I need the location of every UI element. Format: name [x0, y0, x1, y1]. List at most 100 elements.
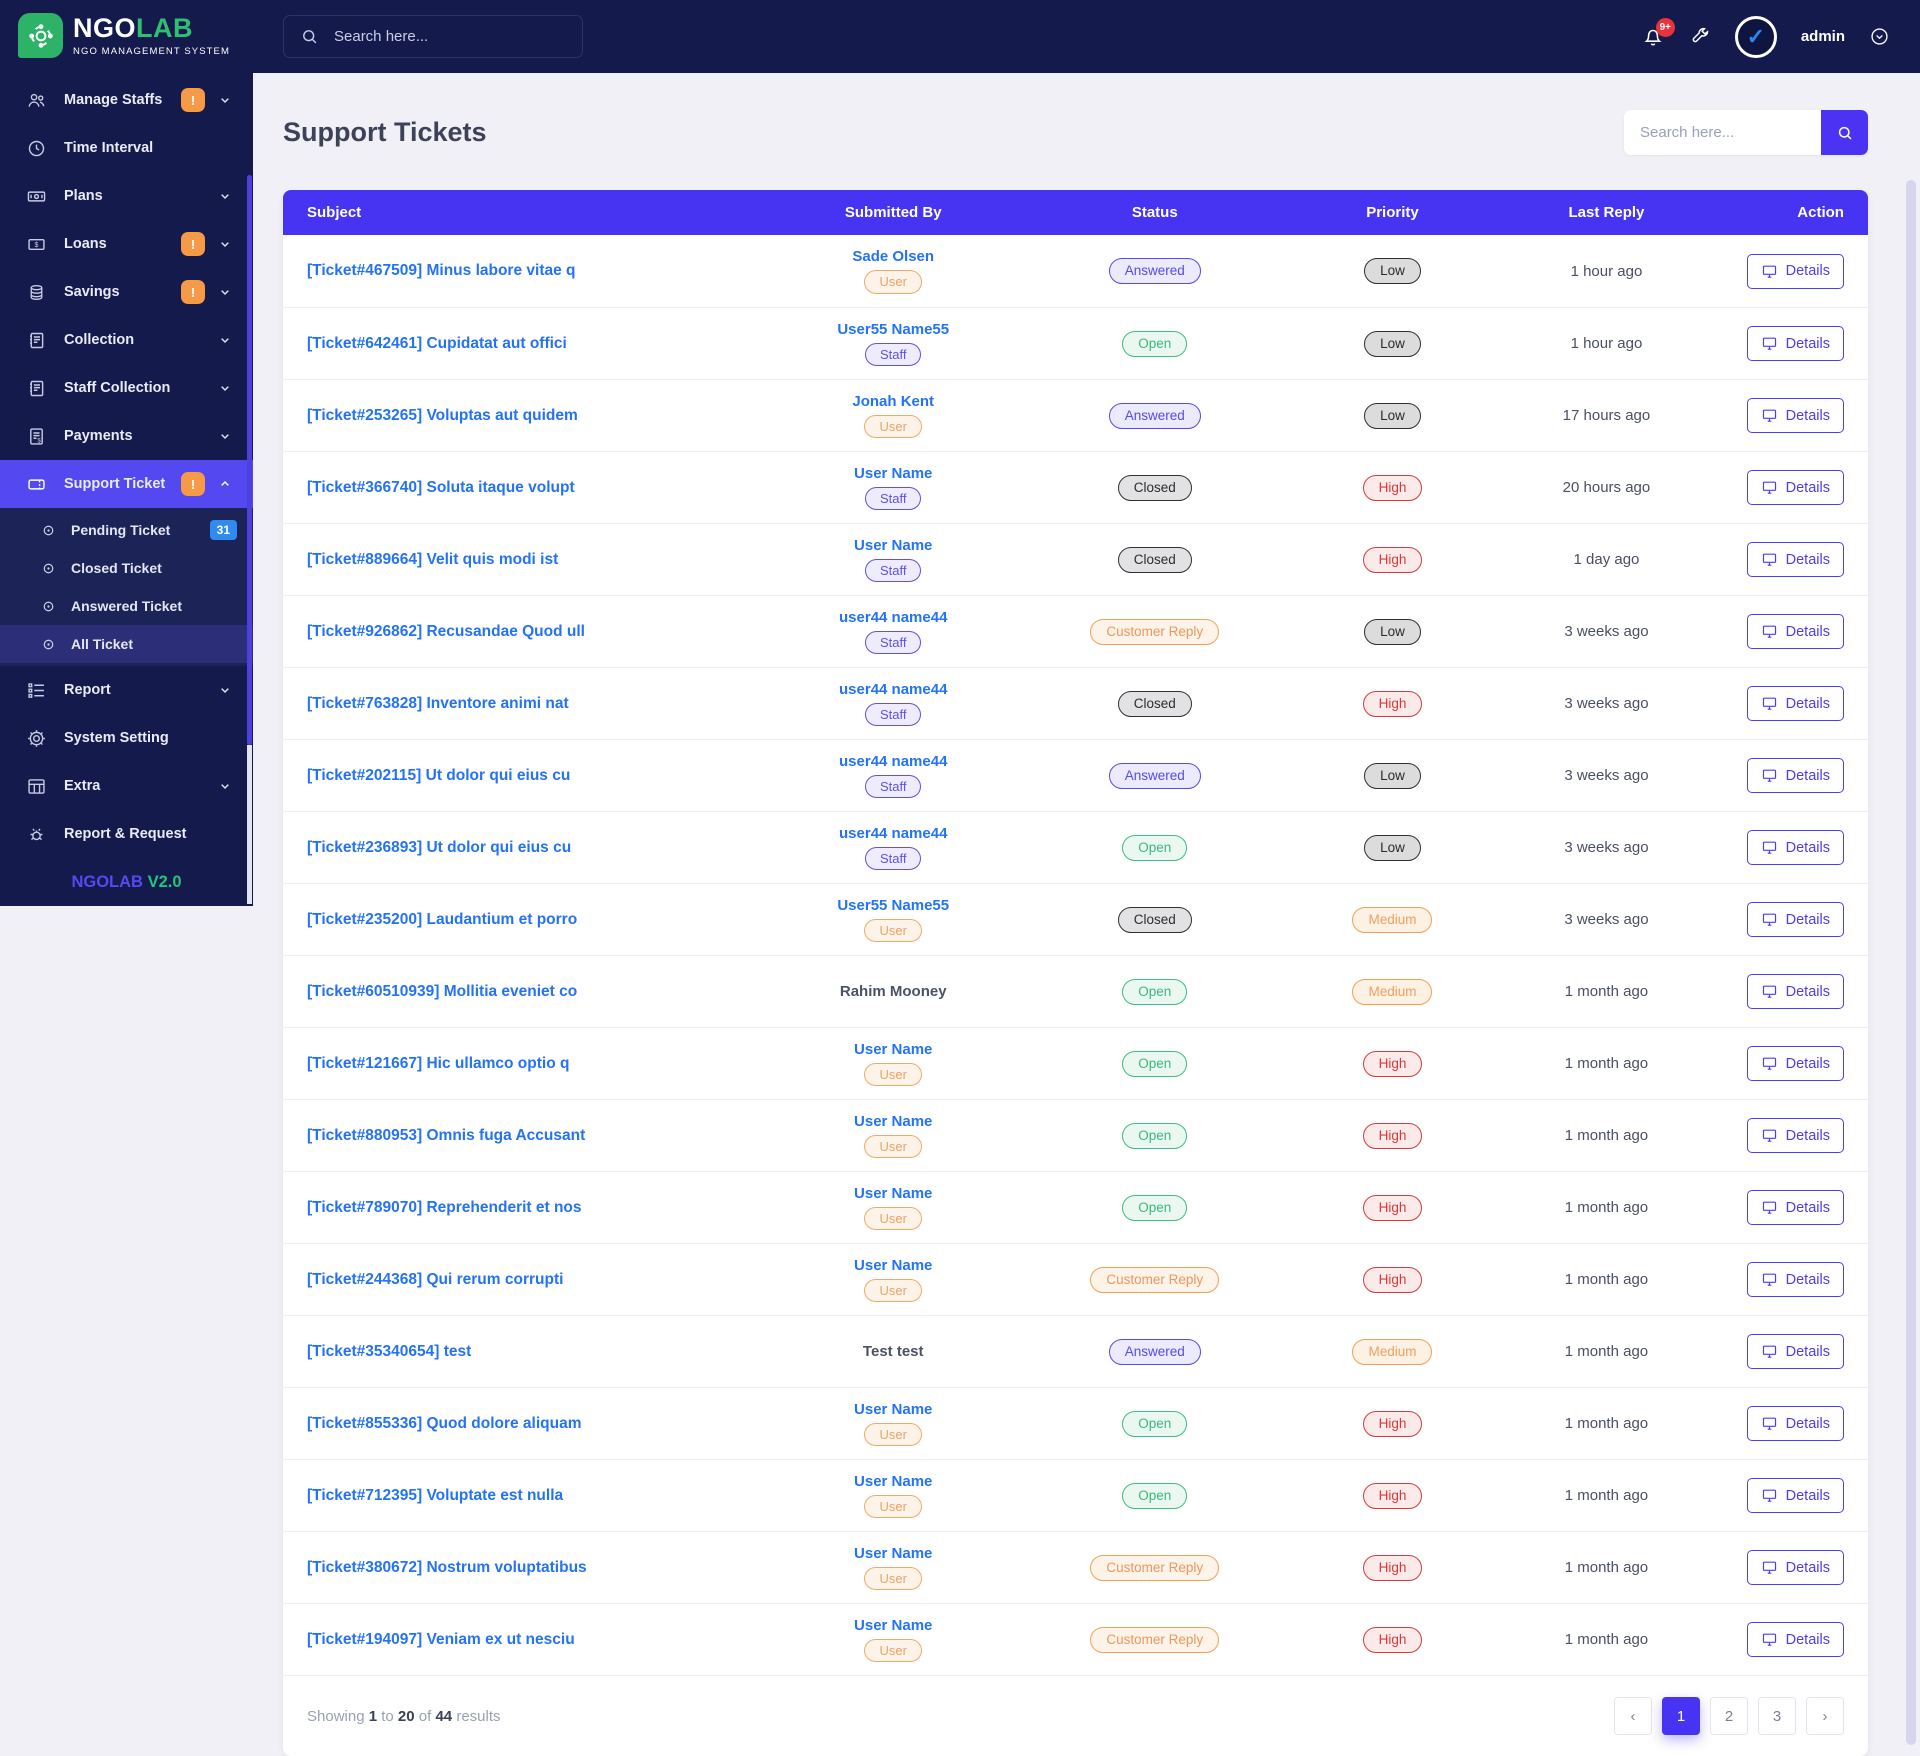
- avatar[interactable]: ✓: [1734, 15, 1777, 58]
- ticket-subject-link[interactable]: [Ticket#789070] Reprehenderit et nos: [307, 1198, 582, 1216]
- submitter-name[interactable]: User Name: [854, 1184, 933, 1202]
- ticket-subject-link[interactable]: [Ticket#235200] Laudantium et porro: [307, 910, 578, 928]
- details-button[interactable]: Details: [1746, 398, 1844, 434]
- sidebar-subitem-label: All Ticket: [71, 636, 133, 652]
- details-button[interactable]: Details: [1746, 1478, 1844, 1514]
- submitter-name[interactable]: Jonah Kent: [852, 392, 935, 410]
- details-button[interactable]: Details: [1746, 542, 1844, 578]
- details-button[interactable]: Details: [1746, 1190, 1844, 1226]
- clock-icon: [26, 138, 47, 159]
- sidebar-subitem-pending-ticket[interactable]: Pending Ticket 31: [0, 511, 253, 549]
- status-badge: Closed: [1117, 474, 1192, 501]
- details-button[interactable]: Details: [1746, 974, 1844, 1010]
- ticket-subject-link[interactable]: [Ticket#880953] Omnis fuga Accusant: [307, 1126, 586, 1144]
- page-2-button[interactable]: 2: [1710, 1697, 1748, 1736]
- details-button[interactable]: Details: [1746, 686, 1844, 722]
- submitter-name[interactable]: User Name: [854, 536, 933, 554]
- ticket-subject-link[interactable]: [Ticket#194097] Veniam ex ut nesciu: [307, 1630, 575, 1648]
- details-button[interactable]: Details: [1746, 830, 1844, 866]
- ticket-subject-link[interactable]: [Ticket#642461] Cupidatat aut offici: [307, 334, 567, 352]
- details-button[interactable]: Details: [1746, 1046, 1844, 1082]
- details-button[interactable]: Details: [1746, 470, 1844, 506]
- sidebar-subitem-closed-ticket[interactable]: Closed Ticket: [0, 549, 253, 587]
- sidebar-item-support-ticket[interactable]: Support Ticket!: [0, 460, 253, 508]
- monitor-icon: [1761, 1631, 1778, 1648]
- grid-icon: [26, 776, 47, 797]
- submitter-name[interactable]: User Name: [854, 1400, 933, 1418]
- ticket-subject-link[interactable]: [Ticket#467509] Minus labore vitae q: [307, 262, 576, 280]
- details-button[interactable]: Details: [1746, 1262, 1844, 1298]
- sidebar-item-loans[interactable]: $ Loans!: [0, 220, 253, 268]
- sidebar-subitem-all-ticket[interactable]: All Ticket: [0, 625, 253, 663]
- ticket-subject-link[interactable]: [Ticket#712395] Voluptate est nulla: [307, 1486, 564, 1504]
- submitter-name[interactable]: Sade Olsen: [852, 248, 935, 266]
- ticket-subject-link[interactable]: [Ticket#244368] Qui rerum corrupti: [307, 1270, 564, 1288]
- details-button[interactable]: Details: [1746, 1406, 1844, 1442]
- details-button[interactable]: Details: [1746, 1622, 1844, 1658]
- page-scrollbar-thumb[interactable]: [1906, 180, 1916, 1745]
- submitter-name[interactable]: User Name: [854, 1112, 933, 1130]
- ticket-subject-link[interactable]: [Ticket#366740] Soluta itaque volupt: [307, 478, 575, 496]
- sidebar-item-staff-collection[interactable]: Staff Collection: [0, 364, 253, 412]
- submitter-name[interactable]: user44 name44: [839, 824, 948, 842]
- brand-logo[interactable]: NGOLAB NGO MANAGEMENT SYSTEM: [0, 0, 253, 66]
- ticket-subject-link[interactable]: [Ticket#926862] Recusandae Quod ull: [307, 622, 585, 640]
- sidebar-subitem-answered-ticket[interactable]: Answered Ticket: [0, 587, 253, 625]
- sidebar-item-collection[interactable]: Collection: [0, 316, 253, 364]
- details-button[interactable]: Details: [1746, 1550, 1844, 1586]
- details-button[interactable]: Details: [1746, 1334, 1844, 1370]
- table-search-button[interactable]: [1821, 110, 1868, 156]
- global-search-input[interactable]: [332, 27, 566, 46]
- submitter-name[interactable]: User Name: [854, 1256, 933, 1274]
- submitter-name[interactable]: User55 Name55: [837, 896, 950, 914]
- details-button[interactable]: Details: [1746, 902, 1844, 938]
- priority-badge: High: [1362, 546, 1423, 573]
- ticket-subject-link[interactable]: [Ticket#35340654] test: [307, 1342, 472, 1360]
- details-button[interactable]: Details: [1746, 1118, 1844, 1154]
- sidebar-item-label: System Setting: [64, 730, 169, 746]
- page-1-button[interactable]: 1: [1662, 1697, 1700, 1736]
- notifications-button[interactable]: 9+: [1641, 17, 1675, 49]
- ticket-subject-link[interactable]: [Ticket#121667] Hic ullamco optio q: [307, 1054, 570, 1072]
- monitor-icon: [1761, 1487, 1778, 1504]
- sidebar-item-payments[interactable]: $ Payments: [0, 412, 253, 460]
- sidebar-scrollbar-thumb[interactable]: [247, 175, 252, 745]
- details-button[interactable]: Details: [1746, 326, 1844, 362]
- submitter-name[interactable]: User Name: [854, 464, 933, 482]
- ticket-subject-link[interactable]: [Ticket#253265] Voluptas aut quidem: [307, 406, 578, 424]
- table-row: [Ticket#926862] Recusandae Quod ull user4…: [283, 595, 1868, 667]
- prev-page-button[interactable]: ‹: [1614, 1697, 1652, 1736]
- ticket-subject-link[interactable]: [Ticket#202115] Ut dolor qui eius cu: [307, 766, 571, 784]
- sidebar-item-plans[interactable]: Plans: [0, 172, 253, 220]
- next-page-button[interactable]: ›: [1806, 1697, 1844, 1736]
- ticket-subject-link[interactable]: [Ticket#60510939] Mollitia eveniet co: [307, 982, 578, 1000]
- table-search-input[interactable]: [1624, 110, 1821, 156]
- sidebar-item-manage-staffs[interactable]: Manage Staffs!: [0, 76, 253, 124]
- submitter-name[interactable]: User Name: [854, 1544, 933, 1562]
- ticket-subject-link[interactable]: [Ticket#889664] Velit quis modi ist: [307, 550, 559, 568]
- ticket-subject-link[interactable]: [Ticket#763828] Inventore animi nat: [307, 694, 569, 712]
- submitter-name[interactable]: user44 name44: [839, 608, 948, 626]
- sidebar-item-time-interval[interactable]: Time Interval: [0, 124, 253, 172]
- ticket-subject-link[interactable]: [Ticket#380672] Nostrum voluptatibus: [307, 1558, 587, 1576]
- submitter-name[interactable]: User Name: [854, 1616, 933, 1634]
- details-button[interactable]: Details: [1746, 758, 1844, 794]
- page-3-button[interactable]: 3: [1758, 1697, 1796, 1736]
- submitter-name[interactable]: user44 name44: [839, 680, 948, 698]
- ticket-subject-link[interactable]: [Ticket#855336] Quod dolore aliquam: [307, 1414, 582, 1432]
- sidebar-item-system-setting[interactable]: System Setting: [0, 714, 253, 762]
- details-button[interactable]: Details: [1746, 614, 1844, 650]
- ticket-subject-link[interactable]: [Ticket#236893] Ut dolor qui eius cu: [307, 838, 572, 856]
- sidebar-item-savings[interactable]: Savings!: [0, 268, 253, 316]
- submitter-name[interactable]: User Name: [854, 1040, 933, 1058]
- submitter-name[interactable]: User55 Name55: [837, 320, 950, 338]
- user-menu-chevron-icon[interactable]: [1869, 26, 1890, 47]
- sidebar-item-report-request[interactable]: Report & Request: [0, 810, 253, 858]
- sidebar-item-extra[interactable]: Extra: [0, 762, 253, 810]
- details-button[interactable]: Details: [1746, 253, 1844, 289]
- status-badge: Closed: [1117, 690, 1192, 717]
- submitter-name[interactable]: User Name: [854, 1472, 933, 1490]
- sidebar-item-report[interactable]: Report: [0, 666, 253, 714]
- tools-button[interactable]: [1689, 26, 1711, 48]
- submitter-name[interactable]: user44 name44: [839, 752, 948, 770]
